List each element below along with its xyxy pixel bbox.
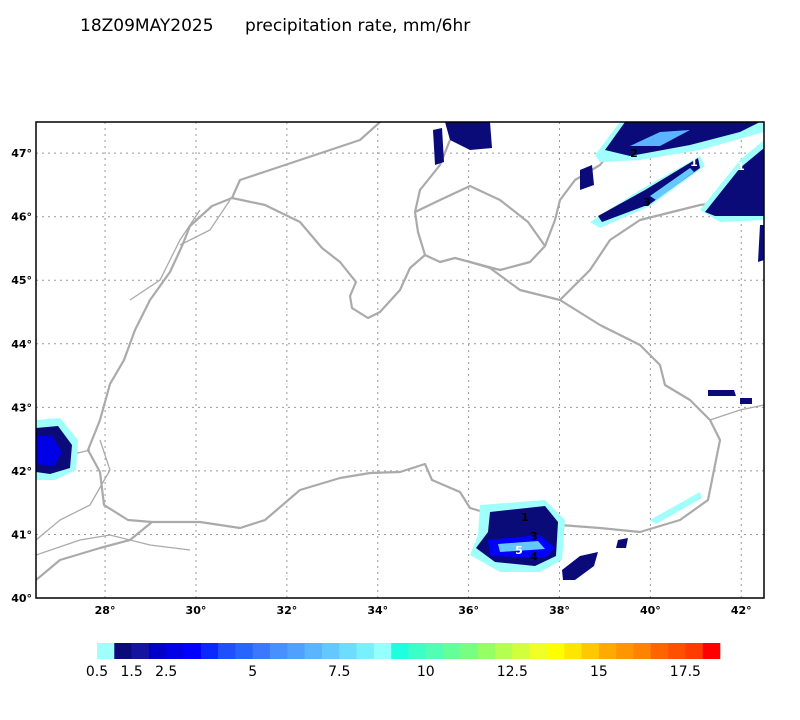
contour-label: 1 — [737, 160, 745, 173]
colorbar-tick-label: 0.5 — [86, 664, 108, 680]
colorbar-box — [702, 643, 721, 659]
colorbar-box — [425, 643, 444, 659]
colorbar-box — [166, 643, 184, 659]
contour-label: 5 — [515, 544, 523, 557]
colorbar-box — [581, 643, 600, 659]
colorbar: 0.5 1.5 2.5 5 7.5 10 12.5 15 17.5 — [86, 643, 721, 680]
contour-label: 3 — [530, 530, 538, 543]
colorbar-box — [564, 643, 582, 659]
colorbar-box — [408, 643, 427, 659]
colorbar-tick-label: 7.5 — [328, 664, 350, 680]
lon-tick-label: 40° — [640, 604, 661, 617]
colorbar-box — [685, 643, 703, 659]
lat-tick-label: 43° — [11, 401, 32, 414]
lat-tick-label: 46° — [11, 211, 32, 224]
lat-tick-label: 40° — [11, 592, 32, 605]
colorbar-box — [443, 643, 461, 659]
colorbar-box — [495, 643, 513, 659]
colorbar-tick-label: 2.5 — [155, 664, 177, 680]
title-time: 18Z09MAY2025 — [80, 16, 214, 36]
precipitation — [36, 122, 764, 580]
lat-tick-label: 45° — [11, 274, 32, 287]
colorbar-tick-label: 10 — [417, 664, 435, 680]
lon-tick-label: 32° — [276, 604, 297, 617]
colorbar-box — [235, 643, 254, 659]
contour-label: 2 — [630, 147, 638, 160]
lon-tick-label: 30° — [186, 604, 207, 617]
lon-tick-label: 36° — [458, 604, 479, 617]
colorbar-box — [477, 643, 496, 659]
lon-tick-label: 42° — [731, 604, 752, 617]
colorbar-box — [252, 643, 271, 659]
contour-label: 1 — [690, 156, 698, 169]
colorbar-tick-label: 17.5 — [670, 664, 701, 680]
colorbar-box — [97, 643, 115, 659]
colorbar-tick-label: 5 — [248, 664, 257, 680]
colorbar-box — [339, 643, 357, 659]
map-frame — [35, 121, 765, 599]
colorbar-box — [529, 643, 548, 659]
lon-tick-label: 34° — [367, 604, 388, 617]
lat-tick-label: 47° — [11, 147, 32, 160]
colorbar-tick-label: 1.5 — [120, 664, 142, 680]
colorbar-box — [131, 643, 150, 659]
map: 1 3 5 4 2 1 3 1 — [36, 122, 764, 598]
colorbar-box — [321, 643, 340, 659]
coastline-north — [230, 122, 764, 301]
contour-label: 4 — [530, 550, 538, 563]
colorbar-box — [598, 643, 617, 659]
title-field: precipitation rate, mm/6hr — [245, 16, 470, 36]
lat-tick-label: 42° — [11, 465, 32, 478]
borders — [36, 199, 764, 556]
colorbar-box — [391, 643, 409, 659]
contour-label: 3 — [643, 196, 651, 209]
colorbar-box — [546, 643, 565, 659]
colorbar-box — [650, 643, 669, 659]
colorbar-box — [373, 643, 392, 659]
colorbar-tick-label: 15 — [590, 664, 608, 680]
contour-labels: 1 3 5 4 2 1 3 1 — [515, 147, 745, 563]
contour-label: 1 — [521, 511, 529, 524]
colorbar-box — [633, 643, 652, 659]
colorbar-box — [270, 643, 288, 659]
lon-tick-label: 28° — [95, 604, 116, 617]
colorbar-box — [287, 643, 305, 659]
colorbar-box — [512, 643, 530, 659]
colorbar-box — [356, 643, 375, 659]
colorbar-box — [304, 643, 323, 659]
axis-labels: 28° 30° 32° 34° 36° 38° 40° 42° 40° 41° 42° 43° 44° 4… — [11, 147, 751, 617]
colorbar-tick-label: 12.5 — [497, 664, 528, 680]
colorbar-box — [616, 643, 634, 659]
colorbar-box — [114, 643, 132, 659]
colorbar-box — [668, 643, 686, 659]
coastline-azov — [413, 184, 547, 272]
colorbar-box — [148, 643, 167, 659]
colorbar-box — [460, 643, 479, 659]
lat-tick-label: 44° — [11, 338, 32, 351]
colorbar-box — [183, 643, 202, 659]
lat-tick-label: 41° — [11, 528, 32, 541]
colorbar-box — [200, 643, 219, 659]
lon-tick-label: 38° — [549, 604, 570, 617]
colorbar-box — [218, 643, 236, 659]
